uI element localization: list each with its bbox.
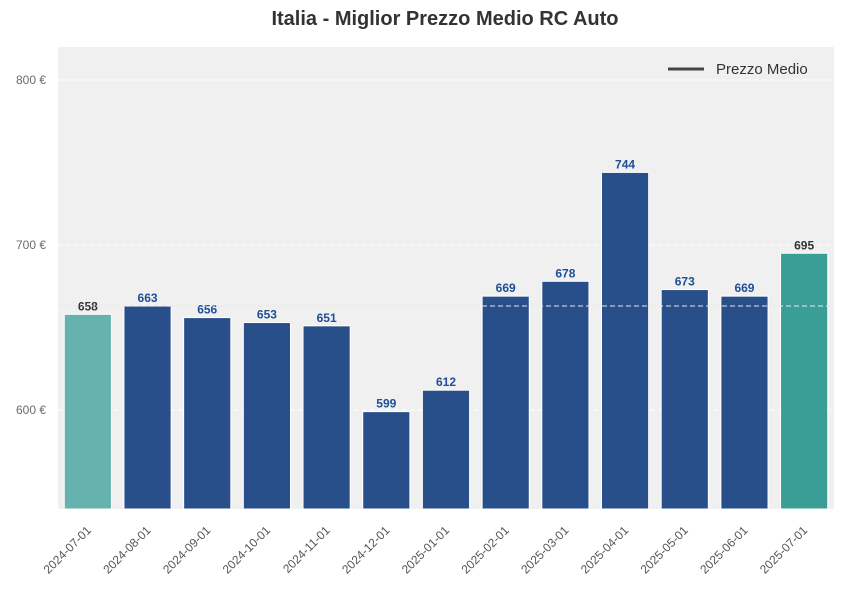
bar xyxy=(720,295,769,510)
bar xyxy=(123,305,172,510)
bar-value-label: 663 xyxy=(138,291,158,305)
bar xyxy=(63,313,112,510)
bars xyxy=(63,171,829,510)
bar xyxy=(481,295,530,510)
bar-value-label: 651 xyxy=(317,311,337,325)
bar xyxy=(541,280,590,510)
chart-title: Italia - Miglior Prezzo Medio RC Auto xyxy=(271,8,618,30)
bar-value-label: 678 xyxy=(555,266,575,280)
bar-value-label: 669 xyxy=(734,281,754,295)
bar-value-label: 673 xyxy=(675,275,695,289)
bar-value-label: 669 xyxy=(496,281,516,295)
bar xyxy=(242,322,292,510)
bar xyxy=(362,411,411,510)
y-axis: 600 € 700 € 800 € xyxy=(16,73,46,417)
bar xyxy=(660,289,709,510)
bar-labels: 658 663 656 653 651 599 612 669 678 744 673 669 695 xyxy=(78,157,815,410)
bar xyxy=(600,171,650,510)
bar-value-label: 656 xyxy=(197,303,217,317)
bar xyxy=(183,317,232,510)
legend-label: Prezzo Medio xyxy=(716,61,808,78)
legend: Prezzo Medio xyxy=(668,61,808,78)
bar-value-label: 599 xyxy=(376,397,396,411)
bar-value-label: 695 xyxy=(794,238,814,252)
bar-value-label: 658 xyxy=(78,299,98,313)
bar-value-label: 653 xyxy=(257,308,277,322)
bar xyxy=(302,325,351,510)
bar xyxy=(780,252,829,510)
bar-value-label: 744 xyxy=(615,157,635,171)
y-tick-label: 700 € xyxy=(16,238,46,252)
bar xyxy=(421,389,471,510)
y-tick-label: 600 € xyxy=(16,403,46,417)
y-tick-label: 800 € xyxy=(16,73,46,87)
bar-value-label: 612 xyxy=(436,375,456,389)
